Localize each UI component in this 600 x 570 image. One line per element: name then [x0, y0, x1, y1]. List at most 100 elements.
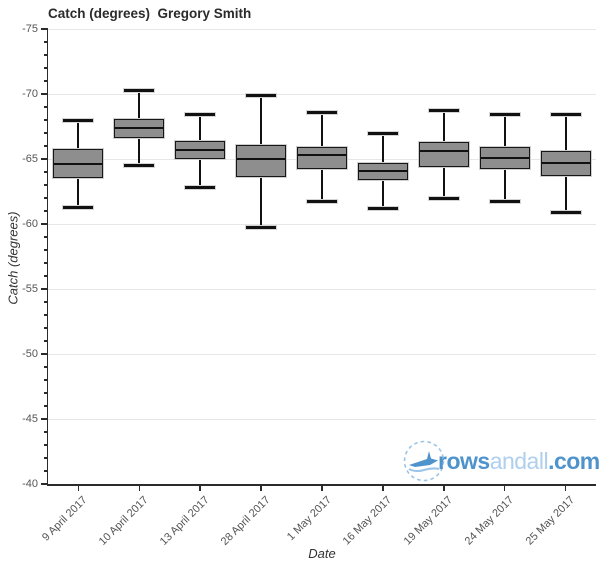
y-minor-tick — [43, 41, 48, 43]
median-line — [176, 148, 225, 151]
y-gridline — [48, 28, 596, 30]
box — [296, 146, 348, 171]
y-gridline — [48, 223, 596, 225]
y-minor-tick — [43, 444, 48, 446]
whisker-cap-lower — [488, 199, 521, 205]
y-minor-tick — [43, 405, 48, 407]
median-line — [541, 161, 590, 164]
y-minor-tick — [43, 210, 48, 212]
median-line — [54, 163, 103, 166]
y-minor-tick — [43, 262, 48, 264]
y-gridline — [48, 93, 596, 95]
whisker-cap-upper — [427, 108, 460, 114]
x-tick-label: 10 April 2017 — [96, 494, 151, 548]
y-tick-label: -65 — [22, 153, 38, 165]
y-minor-tick — [43, 340, 48, 342]
whisker-cap-lower — [184, 185, 217, 191]
y-minor-tick — [43, 236, 48, 238]
median-line — [419, 150, 468, 153]
x-tick — [321, 485, 323, 491]
whisker-cap-upper — [245, 92, 278, 98]
y-minor-tick — [43, 275, 48, 277]
median-line — [115, 126, 164, 129]
x-tick-label: 16 May 2017 — [340, 494, 395, 548]
x-tick — [564, 485, 567, 491]
y-minor-tick — [43, 470, 48, 472]
y-major-tick — [40, 223, 48, 225]
y-major-tick — [40, 483, 48, 485]
y-tick-label: -50 — [22, 348, 38, 360]
y-minor-tick — [43, 132, 48, 134]
x-tick-label: 9 April 2017 — [40, 494, 90, 544]
y-minor-tick — [43, 301, 48, 303]
x-tick-label: 13 April 2017 — [157, 494, 212, 548]
whisker-cap-upper — [62, 117, 95, 123]
logo-text-com: .com — [548, 447, 600, 474]
whisker-cap-lower — [306, 199, 338, 205]
box — [235, 143, 288, 179]
rowing-boat-icon — [403, 440, 445, 482]
whisker-cap-lower — [62, 204, 95, 210]
whisker-cap-lower — [549, 209, 582, 215]
x-tick-label: 25 May 2017 — [523, 494, 578, 548]
y-tick-label: -75 — [22, 23, 38, 35]
whisker-cap-lower — [123, 163, 156, 168]
whisker-cap-upper — [184, 112, 217, 118]
x-tick-label: 24 May 2017 — [462, 494, 517, 548]
y-minor-tick — [43, 249, 48, 251]
y-minor-tick — [43, 184, 48, 186]
x-tick-label: 19 May 2017 — [401, 494, 456, 548]
x-tick — [138, 485, 141, 491]
y-major-tick — [40, 158, 48, 160]
y-tick-label: -45 — [22, 413, 38, 425]
whisker-cap-lower — [366, 205, 399, 211]
y-minor-tick — [43, 171, 48, 173]
x-tick — [77, 485, 80, 491]
y-tick-label: -70 — [22, 88, 38, 100]
rowsandall-logo-link[interactable]: rowsandall.com — [401, 438, 600, 484]
y-minor-tick — [43, 327, 48, 329]
x-tick — [260, 485, 262, 491]
y-minor-tick — [43, 392, 48, 394]
chart-title: Catch (degrees) Gregory Smith — [48, 6, 252, 21]
y-minor-tick — [43, 119, 48, 121]
whisker-cap-lower — [245, 225, 278, 231]
whisker-cap-upper — [488, 112, 521, 118]
whisker-cap-upper — [123, 87, 156, 93]
whisker-cap-upper — [366, 130, 399, 136]
y-tick-label: -40 — [22, 478, 38, 490]
whisker-cap-upper — [306, 109, 338, 115]
x-tick — [382, 485, 384, 491]
x-tick — [443, 485, 445, 491]
y-minor-tick — [43, 314, 48, 316]
y-minor-tick — [43, 80, 48, 82]
whisker-cap-upper — [549, 112, 582, 118]
y-gridline — [48, 353, 596, 355]
x-tick — [199, 485, 201, 491]
y-minor-tick — [43, 379, 48, 381]
whisker-cap-lower — [427, 195, 460, 201]
box — [417, 141, 470, 168]
y-minor-tick — [43, 145, 48, 147]
y-minor-tick — [43, 197, 48, 199]
y-minor-tick — [43, 431, 48, 433]
logo-text-andall: andall — [489, 447, 549, 474]
y-major-tick — [40, 28, 48, 30]
y-major-tick — [40, 288, 48, 290]
y-gridline — [48, 418, 596, 420]
y-minor-tick — [43, 106, 48, 108]
x-tick-label: 1 May 2017 — [284, 494, 334, 544]
y-minor-tick — [43, 67, 48, 69]
y-major-tick — [40, 93, 48, 95]
y-minor-tick — [43, 457, 48, 459]
logo-text: rowsandall.com — [438, 448, 600, 475]
y-tick-label: -55 — [22, 283, 38, 295]
logo-text-rows: rows — [438, 447, 490, 474]
y-minor-tick — [43, 54, 48, 56]
y-minor-tick — [43, 366, 48, 368]
y-major-tick — [40, 418, 48, 420]
x-tick-label: 28 April 2017 — [218, 494, 273, 548]
x-axis-line — [46, 484, 596, 486]
y-gridline — [48, 288, 596, 290]
